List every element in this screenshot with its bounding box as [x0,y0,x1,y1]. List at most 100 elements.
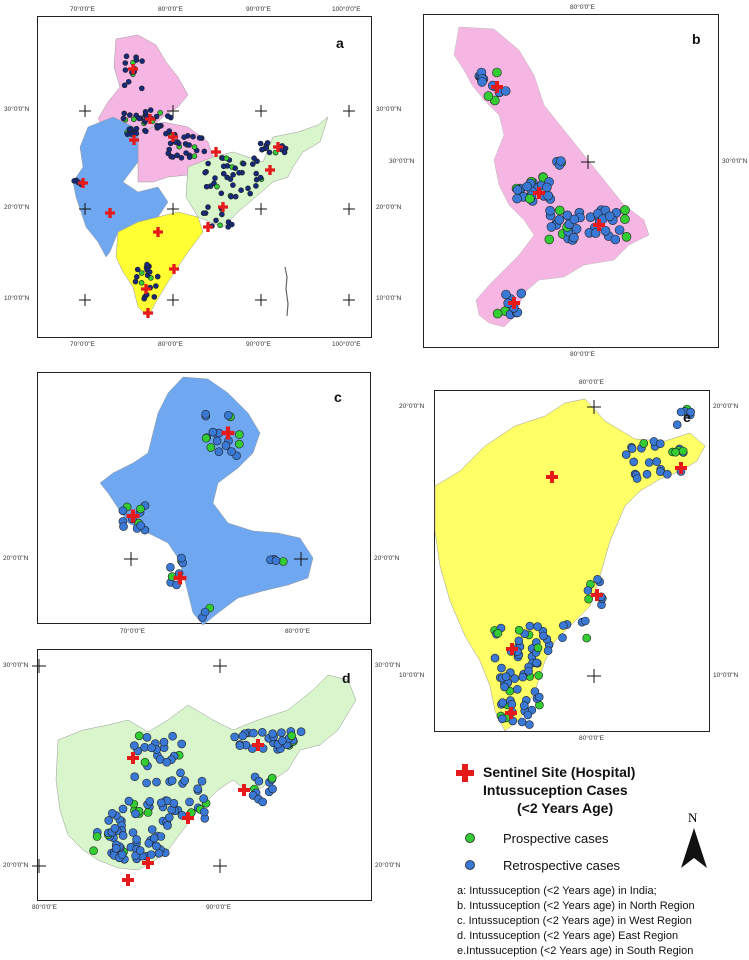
retrospective-case-dot [610,234,621,245]
retrospective-case-dot [176,768,185,778]
east-region-map [32,659,357,886]
legend-prospective-label: Prospective cases [503,831,609,846]
sentinel-site-marker [78,178,88,188]
retrospective-case-dot [477,77,487,87]
prospective-case-dot [492,308,503,319]
retrospective-case-dot [205,160,211,167]
sentinel-site-marker [128,64,138,74]
panel-label-c: c [334,389,342,405]
retrospective-case-dot [250,161,256,167]
retrospective-case-dot [556,156,566,166]
lat-tick: 20°0'0"N [375,862,401,869]
retrospective-case-dot [200,607,210,617]
sentinel-site-marker [238,784,250,796]
retrospective-case-dot [236,170,242,176]
prospective-case-dot [534,671,543,680]
retrospective-case-dot [543,646,553,656]
retrospective-case-dot [253,183,259,189]
case-dots-east [89,727,306,864]
lat-tick: 20°0'0"N [374,555,400,562]
lat-tick: 20°0'0"N [3,862,29,869]
prospective-case-dot [620,205,630,215]
retrospective-case-dot [111,844,121,853]
retrospective-case-dot [212,436,222,446]
retrospective-case-dot [271,556,281,565]
prospective-case-dot [621,232,632,242]
south-region-shape [115,211,204,318]
grid-crosses [79,105,355,306]
retrospective-case-dot [136,115,142,122]
retrospective-case-dot [134,266,141,273]
retrospective-case-dot [627,444,637,453]
retrospective-case-dot [533,622,542,631]
retrospective-case-dot [142,733,152,742]
north-arrow: N [679,810,709,870]
retrospective-case-dot [238,187,244,193]
retrospective-case-dot [165,113,171,119]
legend-retrospective-label: Retrospective cases [503,858,621,873]
retrospective-case-dot [118,506,128,516]
prospective-case-dot [639,439,649,448]
retrospective-case-dot [136,521,145,530]
retrospective-case-dot [200,807,209,817]
retrospective-case-dot [166,563,175,572]
retrospective-case-dot [497,663,506,673]
retrospective-case-dot [258,728,267,737]
lat-tick: 20°0'0"N [376,204,402,211]
map-panel-north: b 80°0'0"E 80°0'0"E 30°0'0"N 30°0'0"N [389,4,747,358]
map-panel-south: e 20°0'0"N 10°0'0"N 20°0'0"N 10°0'0"N 80… [399,379,738,742]
sentinel-site-marker [182,812,194,824]
retrospective-case-dot [139,58,145,64]
retrospective-case-dot [119,522,128,531]
retrospective-case-dot [153,283,159,289]
retrospective-case-dot [120,115,127,122]
case-dots-south [490,404,695,729]
sentinel-site-marker [491,81,503,93]
retrospective-case-dot [128,828,138,837]
lon-tick: 80°0'0"E [570,4,595,11]
retrospective-case-dot [154,849,164,858]
sentinel-site-marker [173,571,187,585]
prospective-case-dot [554,205,565,216]
prospective-case-dot [584,594,593,604]
north-arrow-icon [681,828,707,868]
sentinel-site-marker [143,308,153,319]
retrospective-case-dot [554,215,565,225]
legend-title-line1: Intussuception Cases [483,782,628,798]
prospective-case-dot [134,731,144,741]
panel-label-e: e [683,409,691,425]
retrospective-case-dot [500,682,509,692]
prospective-case-dot [267,773,277,783]
prospective-case-dot [89,846,98,855]
sentinel-site-marker [591,589,603,601]
retrospective-case-dot [177,553,186,563]
retrospective-case-dot [205,204,211,210]
retrospective-case-dot [133,125,140,132]
retrospective-case-dot [227,176,234,182]
retrospective-case-dot [156,798,166,808]
retrospective-case-dot [224,410,233,420]
sentinel-sites-east [122,739,264,886]
caption-b: b. Intussuception (<2 Years age) in Nort… [457,900,695,912]
retrospective-case-dot [126,126,133,133]
sentinel-site-marker [145,114,155,125]
retrospective-case-dot [543,190,553,201]
retrospective-case-dot [520,701,529,710]
sentinel-site-marker [129,135,139,145]
west-region-map [99,376,314,626]
retrospective-case-dot [193,784,202,793]
prospective-case-dot [217,222,223,229]
prospective-dot-icon [465,833,475,843]
retrospective-case-dot [144,261,150,268]
sentinel-site-marker [141,284,151,295]
retrospective-case-dot [201,409,210,419]
lat-tick: 20°0'0"N [3,555,29,562]
prospective-case-dot [131,116,137,123]
panel-label-a: a [336,35,344,51]
south-region-shape [434,398,706,732]
retrospective-case-dot [513,684,522,694]
retrospective-case-dot [118,804,128,814]
retrospective-case-dot [133,57,140,63]
prospective-case-dot [214,183,220,190]
lon-tick: 70°0'0"E [70,341,95,348]
